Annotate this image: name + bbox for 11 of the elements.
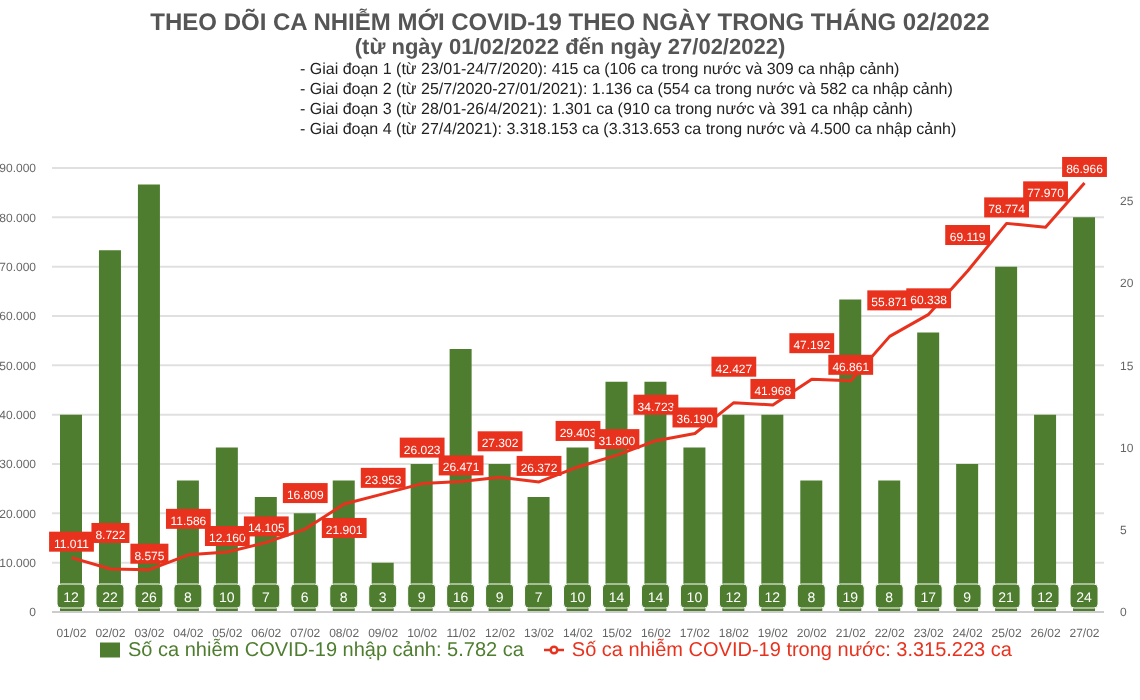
text: - Giai đoạn 4 (từ 27/4/2021): 3.318.153 ca (3.313.653 ca trong nước và 4.500 ca nhập cảnh) — [300, 120, 959, 140]
chart-title: THEO DÕI CA NHIỄM MỚI COVID-19 THEO NGÀY TRONG THÁNG 02/2022 — [148, 8, 992, 36]
bar — [995, 266, 1018, 612]
text: - Giai đoạn 2 (từ 25/7/2020-27/01/2021): 1.136 ca (554 ca trong nước và 582 ca nhập cảnh) — [300, 80, 955, 100]
text: - Giai đoạn 3 (từ 28/01-26/4/2021): 1.301 ca (910 ca trong nước và 391 ca nhập cảnh) — [300, 100, 915, 120]
chart-subtitle: (từ ngày 01/02/2022 đến ngày 27/02/2022) — [352, 36, 788, 60]
legend-label: Số ca nhiễm COVID-19 trong nước: 3.315.223 ca — [571, 640, 1012, 662]
legend-label: Số ca nhiễm COVID-19 nhập cảnh: 5.782 ca — [128, 640, 524, 662]
bar — [917, 332, 940, 612]
bar — [1073, 217, 1096, 612]
text: - Giai đoạn 1 (từ 23/01-24/7/2020): 415 ca (106 ca trong nước và 309 ca nhập cảnh) — [300, 60, 902, 80]
